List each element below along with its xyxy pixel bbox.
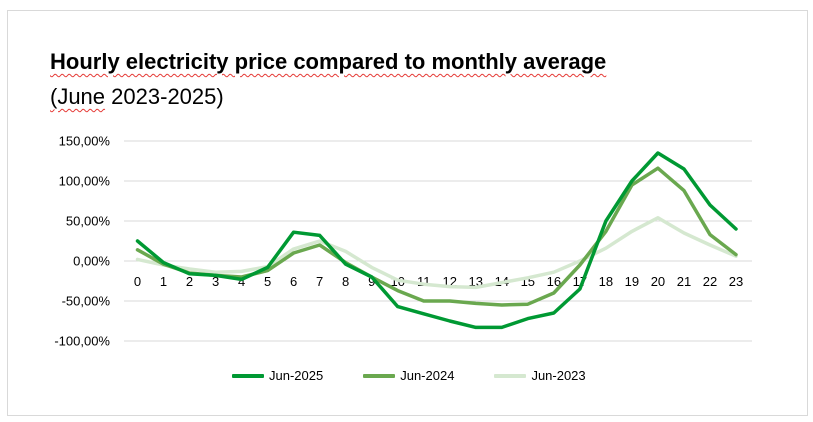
- y-tick-label: -50,00%: [62, 294, 111, 309]
- legend-swatch-jun-2024: [363, 373, 396, 378]
- legend-item-jun-2023: Jun-2023: [494, 368, 586, 383]
- x-tick-label: 8: [342, 274, 349, 289]
- y-tick-label: 100,00%: [59, 174, 111, 189]
- x-tick-label: 20: [651, 274, 665, 289]
- legend-item-jun-2025: Jun-2025: [232, 368, 323, 383]
- legend-swatch-jun-2023: [494, 373, 527, 378]
- chart-subtitle: (June 2023-2025): [50, 84, 224, 110]
- series-line-jun-2024: [135, 166, 738, 307]
- chart-title: Hourly electricity price compared to mon…: [50, 49, 607, 74]
- y-tick-label: 0,00%: [73, 254, 110, 269]
- series-line-jun-2025: [135, 151, 738, 330]
- series-line-jun-2023: [135, 216, 738, 290]
- legend: Jun-2025 Jun-2024 Jun-2023: [232, 368, 586, 383]
- y-axis-labels: 150,00% 100,00% 50,00% 0,00% -50,00% -100,00%: [54, 134, 110, 349]
- y-tick-label: -100,00%: [54, 334, 110, 349]
- legend-label-jun-2024: Jun-2024: [400, 368, 455, 383]
- legend-label-jun-2023: Jun-2023: [531, 368, 586, 383]
- x-tick-label: 6: [290, 274, 297, 289]
- legend-label-jun-2025: Jun-2025: [269, 368, 324, 383]
- legend-item-jun-2024: Jun-2024: [363, 368, 454, 383]
- gridlines: [124, 140, 752, 342]
- chart-subtitle-prefix: (June: [50, 84, 106, 109]
- x-tick-label: 7: [316, 274, 323, 289]
- x-tick-label: 18: [599, 274, 613, 289]
- x-tick-label: 16: [547, 274, 561, 289]
- legend-swatch-jun-2025: [232, 373, 264, 378]
- x-tick-label: 0: [134, 274, 141, 289]
- x-tick-label: 1: [160, 274, 167, 289]
- chart-subtitle-range: 2023-2025): [111, 84, 224, 109]
- x-tick-label: 2: [186, 274, 193, 289]
- y-tick-label: 50,00%: [66, 214, 111, 229]
- x-tick-label: 19: [625, 274, 639, 289]
- chart-frame: [7, 10, 808, 416]
- x-tick-label: 9: [368, 274, 375, 289]
- x-tick-label: 4: [238, 274, 245, 289]
- series-lines: [135, 151, 738, 330]
- x-tick-label: 23: [729, 274, 743, 289]
- x-tick-label: 3: [212, 274, 219, 289]
- x-tick-label: 21: [677, 274, 691, 289]
- x-tick-label: 11: [417, 274, 431, 289]
- x-tick-label: 5: [264, 274, 271, 289]
- y-tick-label: 150,00%: [59, 134, 111, 149]
- x-tick-label: 22: [703, 274, 717, 289]
